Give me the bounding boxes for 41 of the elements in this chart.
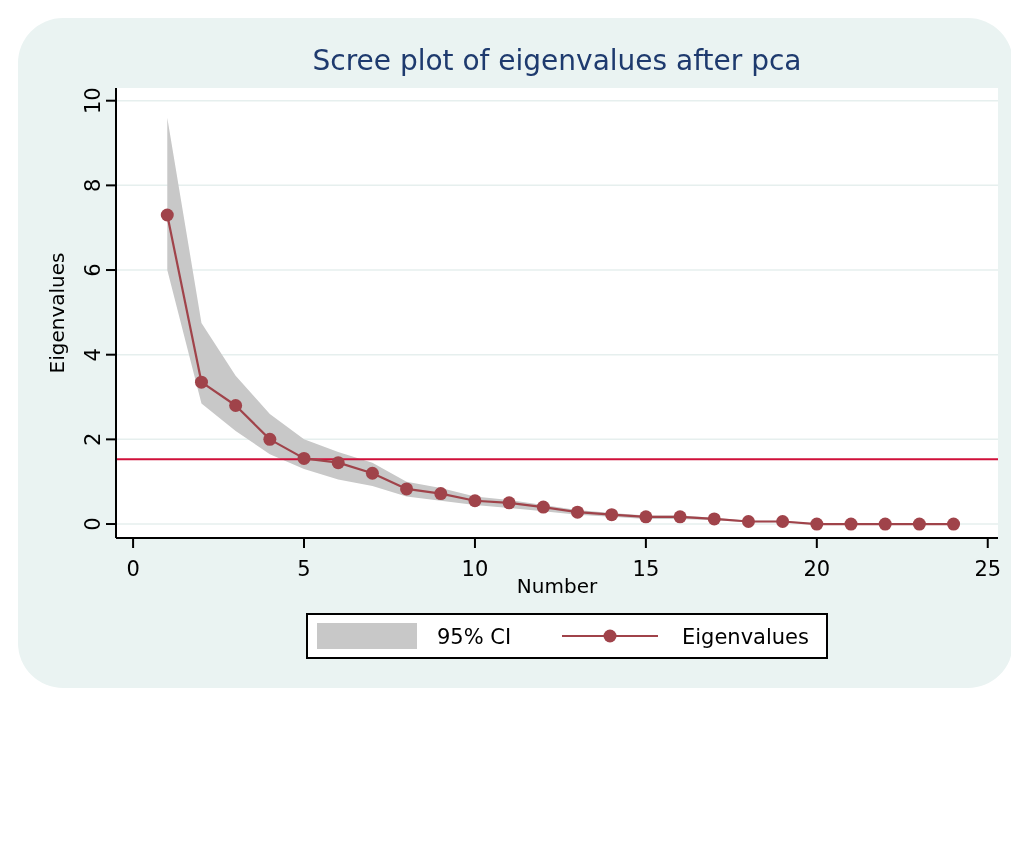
point	[776, 514, 790, 528]
point	[263, 432, 277, 446]
point	[707, 512, 721, 526]
point	[229, 399, 243, 412]
point	[605, 508, 619, 522]
point	[673, 510, 687, 524]
point	[365, 466, 379, 480]
point	[331, 456, 345, 470]
point	[639, 510, 653, 524]
x-tick-label: 25	[974, 557, 1002, 581]
x-tick-label: 5	[297, 557, 311, 581]
y-axis-title: Eigenvalues	[45, 252, 69, 374]
y-tick-label: 6	[81, 263, 105, 277]
x-tick-label: 0	[126, 557, 140, 581]
point	[194, 375, 208, 389]
point	[947, 517, 961, 531]
point	[297, 451, 311, 465]
point	[434, 487, 448, 501]
chart-title: Scree plot of eigenvalues after pca	[312, 44, 802, 77]
point	[741, 514, 755, 528]
point	[878, 517, 892, 531]
y-tick-label: 4	[81, 348, 105, 362]
y-tick-label: 8	[81, 178, 105, 193]
point	[468, 494, 482, 508]
x-tick-label: 15	[632, 557, 660, 581]
point	[912, 517, 926, 531]
point	[536, 500, 550, 514]
y-tick-label: 10	[81, 87, 105, 115]
text: 95% CI	[437, 625, 512, 649]
x-tick-label: 10	[461, 557, 489, 581]
x-tick-label: 20	[803, 557, 831, 581]
y-tick-label: 0	[81, 517, 105, 531]
x-axis-title: Number	[516, 574, 598, 598]
point	[844, 517, 858, 531]
y-tick-label: 2	[81, 432, 105, 447]
point	[571, 505, 585, 519]
point	[810, 517, 824, 531]
legend-label: Eigenvalues	[682, 625, 809, 649]
point	[160, 208, 174, 222]
point	[400, 482, 414, 496]
point	[502, 496, 516, 510]
